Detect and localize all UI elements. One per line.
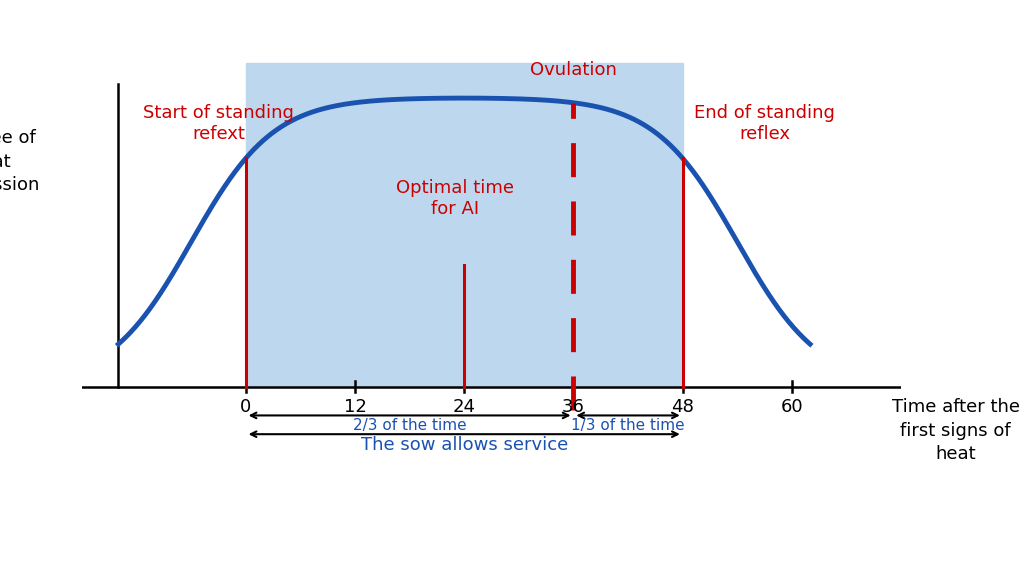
Text: 24: 24 bbox=[453, 398, 476, 416]
Text: 1/3 of the time: 1/3 of the time bbox=[571, 418, 685, 433]
Text: 36: 36 bbox=[562, 398, 585, 416]
Text: Degree of
heat
expression: Degree of heat expression bbox=[0, 129, 40, 194]
Text: 2/3 of the time: 2/3 of the time bbox=[353, 418, 466, 433]
Text: 48: 48 bbox=[671, 398, 694, 416]
Text: The sow allows service: The sow allows service bbox=[360, 436, 568, 454]
Text: End of standing
reflex: End of standing reflex bbox=[694, 104, 835, 143]
Text: 0: 0 bbox=[241, 398, 251, 416]
Text: 60: 60 bbox=[780, 398, 803, 416]
Text: 12: 12 bbox=[343, 398, 367, 416]
Text: Optimal time
for AI: Optimal time for AI bbox=[396, 179, 514, 218]
Bar bbox=[246, 63, 683, 387]
Text: Start of standing
refext: Start of standing refext bbox=[143, 104, 294, 143]
Text: Time after the
first signs of
heat: Time after the first signs of heat bbox=[892, 398, 1020, 463]
Text: Ovulation: Ovulation bbox=[530, 61, 616, 78]
